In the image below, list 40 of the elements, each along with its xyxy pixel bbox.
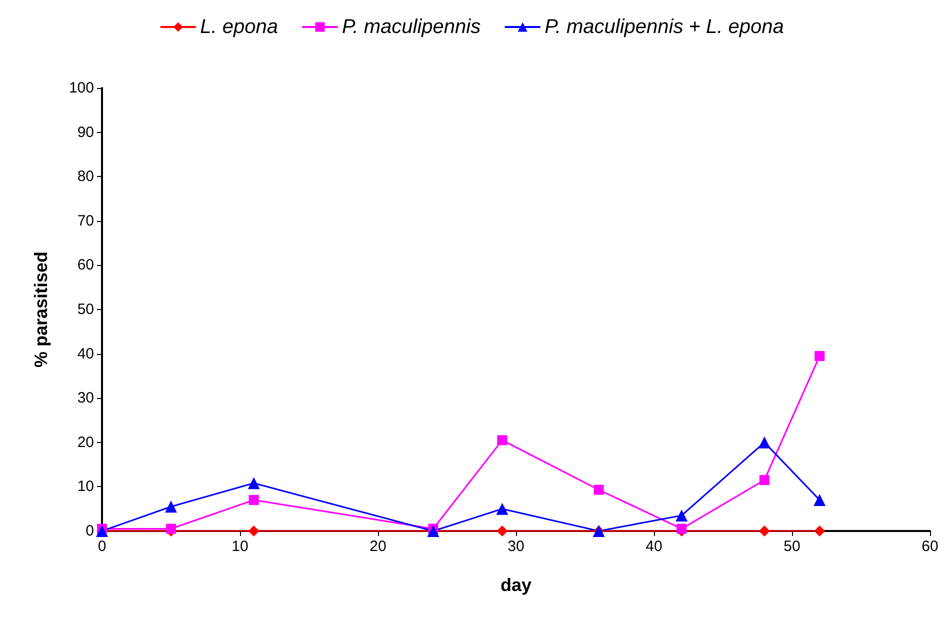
point (758, 436, 770, 448)
x-tick-label: 40 (646, 538, 662, 555)
point (166, 524, 176, 534)
point (594, 484, 604, 495)
point (496, 526, 508, 536)
point (676, 524, 687, 534)
point (248, 477, 260, 490)
y-tick-label: 50 (77, 301, 94, 318)
point (814, 526, 826, 536)
y-tick-label: 100 (68, 80, 94, 96)
point (759, 475, 770, 486)
point (758, 526, 770, 536)
point (814, 351, 825, 362)
point (497, 435, 508, 446)
y-tick-label: 80 (77, 168, 94, 186)
y-tick-label: 90 (77, 124, 94, 141)
point (676, 509, 688, 522)
point (165, 500, 177, 513)
x-axis-title: day (500, 575, 532, 595)
x-tick-label: 50 (784, 538, 800, 555)
y-tick-label: 20 (77, 434, 94, 451)
x-tick-label: 0 (98, 538, 106, 555)
legend-label: P. maculipennis + L. epona (544, 16, 784, 38)
point (248, 526, 260, 536)
legend-label: L. epona (200, 16, 278, 38)
x-tick-label: 30 (508, 538, 524, 555)
x-tick-label: 60 (922, 538, 938, 555)
point (814, 494, 826, 506)
point (496, 502, 508, 515)
x-tick-label: 20 (370, 538, 386, 555)
y-tick-label: 10 (77, 478, 94, 496)
y-tick-label: 60 (77, 256, 94, 274)
y-tick-label: 30 (77, 390, 94, 407)
y-axis-title: % parasitised (31, 251, 51, 368)
x-tick-label: 10 (232, 538, 248, 555)
y-tick-label: 40 (77, 345, 94, 362)
legend-label: P. maculipennis (342, 16, 481, 38)
y-tick-label: 0 (86, 522, 94, 540)
y-tick-label: 70 (77, 212, 94, 230)
point (248, 494, 259, 505)
